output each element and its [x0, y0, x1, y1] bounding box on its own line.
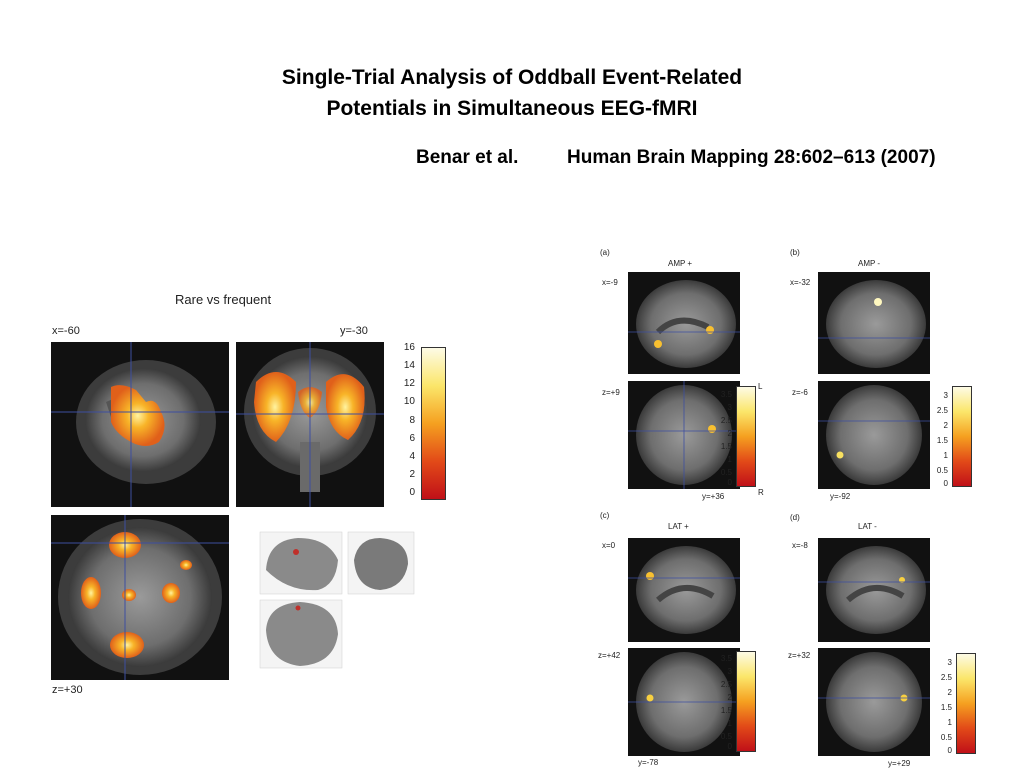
colorbar-tick: 16 [403, 342, 415, 353]
panel-title: AMP + [668, 259, 693, 268]
axial-coordinate-label: z=+30 [52, 684, 83, 696]
sagittal-label: x=0 [602, 541, 616, 550]
tick: 2 [943, 421, 948, 430]
tick: 0.5 [936, 466, 948, 475]
panel-title: AMP - [858, 259, 881, 268]
tick: 1 [727, 719, 732, 728]
sagittal-brain-image [818, 538, 930, 642]
tick: 2 [947, 688, 952, 697]
colorbar-tick: 8 [409, 415, 415, 426]
panel-c: (c) LAT + x=0 z=+42 y=-78 3.5 3 2.5 2 1.… [598, 508, 768, 768]
axial-brain-image [628, 648, 740, 756]
colorbar-tick: 14 [403, 360, 415, 371]
sagittal-coordinate-label: x=-60 [52, 325, 80, 337]
axial-brain-image [628, 381, 740, 489]
tick: 1.5 [936, 436, 948, 445]
axial-brain-image [51, 515, 229, 680]
panel-letter: (a) [600, 248, 610, 257]
tick: 0.5 [940, 733, 952, 742]
axial-brain-image [818, 381, 930, 489]
title-line-1: Single-Trial Analysis of Oddball Event-R… [281, 66, 743, 89]
panel-title: LAT + [668, 522, 689, 531]
title-line-2: Potentials in Simultaneous EEG-fMRI [326, 97, 698, 120]
tick: 2.5 [940, 673, 952, 682]
colorbar-ticks: 3.5 3 2.5 2 1.5 1 0.5 0 [716, 654, 732, 751]
sagittal-label: x=-32 [790, 278, 811, 287]
coronal-coordinate-label: y=-30 [340, 325, 368, 337]
coronal-brain-image [236, 342, 384, 507]
colorbar-ticks: 3.5 3 2.5 2 1.5 1 0.5 0 [716, 390, 732, 487]
sagittal-label: x=-9 [602, 278, 618, 287]
axial-label: z=-6 [792, 388, 808, 397]
tick: 2.5 [720, 416, 732, 425]
tick: 1 [727, 455, 732, 464]
tick: 1 [947, 718, 952, 727]
colorbar-tick: 6 [409, 433, 415, 444]
tick: 1.5 [720, 706, 732, 715]
sagittal-brain-image [818, 272, 930, 374]
panel-letter: (d) [790, 513, 800, 522]
tick: 3 [727, 403, 732, 412]
left-colorbar-ticks: 16 14 12 10 8 6 4 2 0 [395, 342, 415, 498]
tick: 0 [727, 742, 732, 751]
sagittal-brain-image [628, 272, 740, 374]
colorbar-tick: 4 [409, 451, 415, 462]
y-coordinate-label: y=-78 [638, 758, 659, 767]
axial-label: z=+9 [602, 388, 620, 397]
tick: 2 [727, 429, 732, 438]
left-figure-title: Rare vs frequent [175, 292, 272, 307]
authors: Benar et al. [416, 147, 519, 168]
tick: 0 [943, 479, 948, 488]
tick: 2.5 [936, 406, 948, 415]
panel-d: (d) LAT - x=-8 z=+32 y=+29 3 2.5 2 1.5 1… [788, 508, 988, 768]
tick: 1 [943, 451, 948, 460]
panel-a: (a) AMP + x=-9 z=+9 L R y=+36 3.5 3 2.5 … [598, 245, 768, 501]
tick: 0.5 [720, 468, 732, 477]
panel-letter: (b) [790, 248, 800, 257]
tick: 3.5 [720, 390, 732, 399]
tick: 1.5 [720, 442, 732, 451]
colorbar [736, 651, 756, 752]
tick: 3 [943, 391, 948, 400]
panel-title: LAT - [858, 522, 877, 531]
colorbar-tick: 2 [409, 469, 415, 480]
colorbar-tick: 12 [403, 378, 415, 389]
panel-letter: (c) [600, 511, 610, 520]
tick: 3 [727, 667, 732, 676]
axial-label: z=+42 [598, 651, 621, 660]
tick: 3.5 [720, 654, 732, 663]
glass-brain-projections [258, 530, 418, 670]
sagittal-brain-image [51, 342, 229, 507]
axial-label: z=+32 [788, 651, 811, 660]
colorbar-ticks: 3 2.5 2 1.5 1 0.5 0 [932, 391, 948, 488]
right-marker: R [758, 488, 764, 497]
left-marker: L [758, 382, 763, 391]
tick: 2 [727, 693, 732, 702]
tick: 0 [947, 746, 952, 755]
slide-title: Single-Trial Analysis of Oddball Event-R… [200, 62, 824, 124]
sagittal-label: x=-8 [792, 541, 808, 550]
tick: 1.5 [940, 703, 952, 712]
sagittal-brain-image [628, 538, 740, 642]
colorbar [956, 653, 976, 754]
tick: 3 [947, 658, 952, 667]
tick: 0.5 [720, 732, 732, 741]
colorbar [736, 386, 756, 487]
tick: 2.5 [720, 680, 732, 689]
left-colorbar [421, 347, 446, 500]
journal-reference: Human Brain Mapping 28:602–613 (2007) [567, 147, 936, 168]
axial-brain-image [818, 648, 930, 756]
panel-b: (b) AMP - x=-32 z=-6 y=-92 3 2.5 2 1.5 1… [788, 245, 972, 501]
y-coordinate-label: y=-92 [830, 492, 851, 501]
y-coordinate-label: y=+36 [702, 492, 725, 501]
colorbar [952, 386, 972, 487]
colorbar-ticks: 3 2.5 2 1.5 1 0.5 0 [936, 658, 952, 755]
colorbar-tick: 10 [403, 396, 415, 407]
tick: 0 [727, 478, 732, 487]
colorbar-tick: 0 [409, 487, 415, 498]
y-coordinate-label: y=+29 [888, 759, 911, 768]
